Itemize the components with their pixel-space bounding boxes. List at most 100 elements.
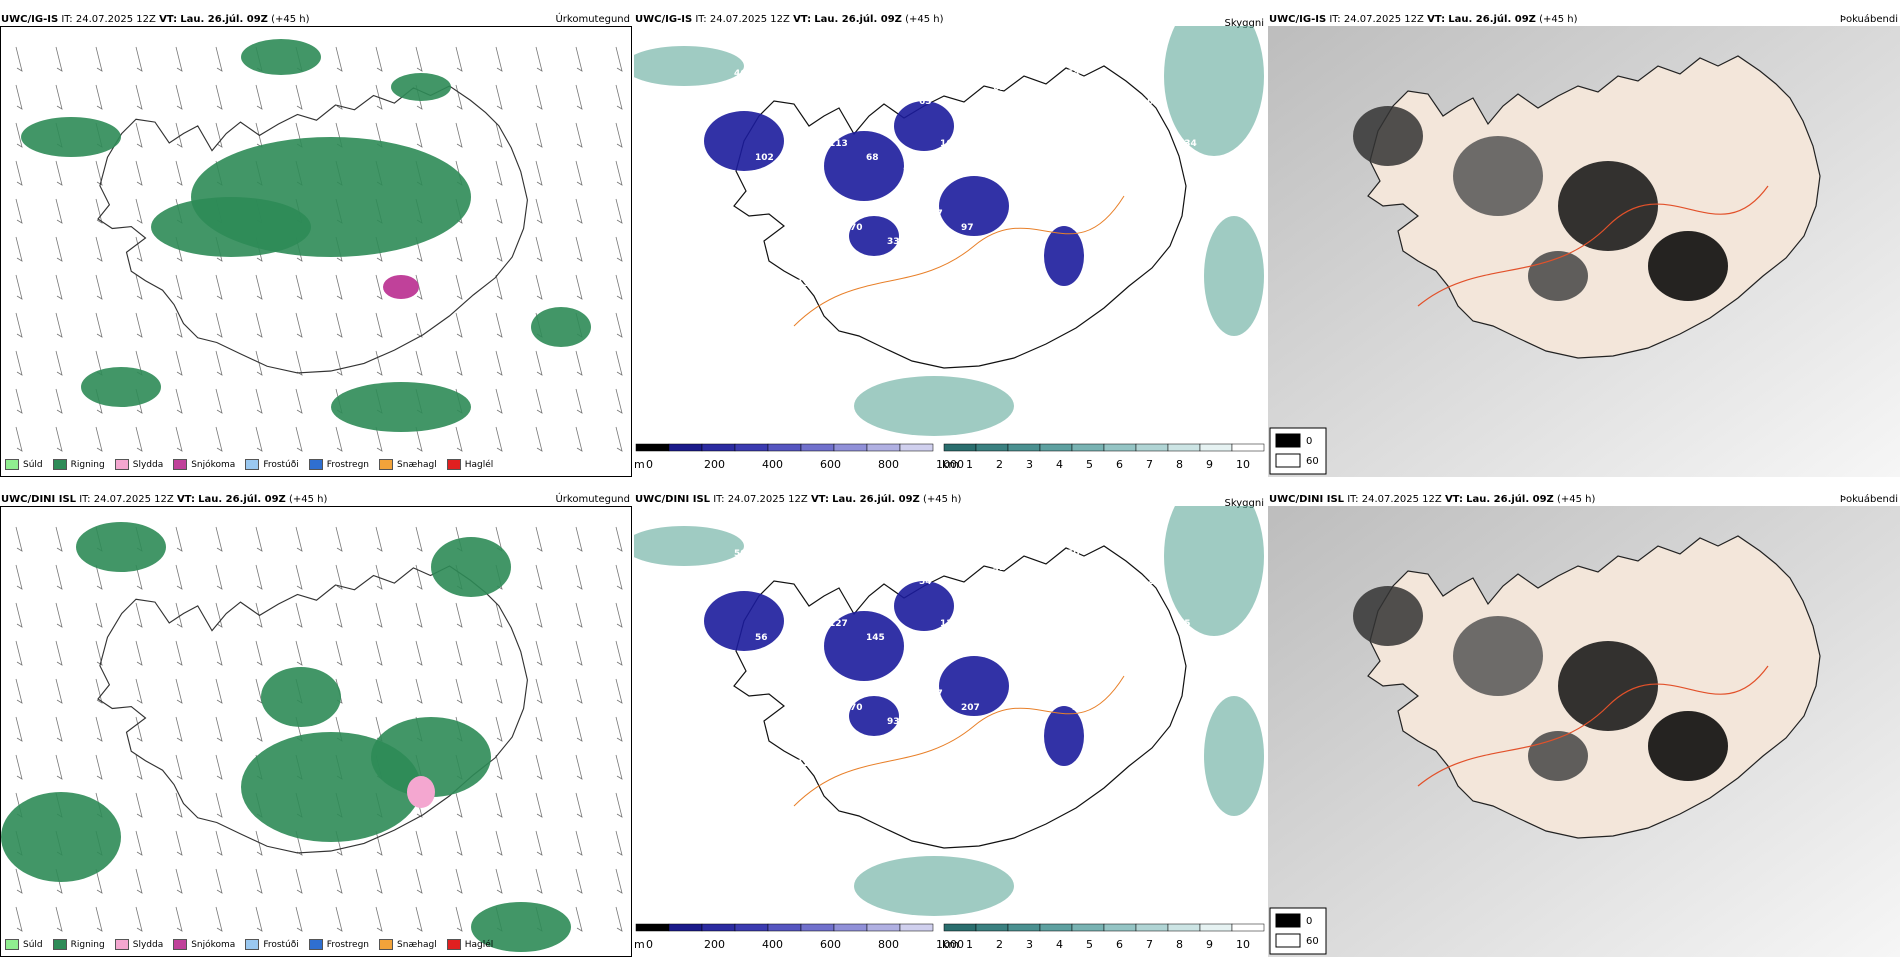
scale-unit: m <box>634 458 645 471</box>
fog-map: 0 60 <box>1268 506 1900 957</box>
legend-item: Frostregn <box>308 939 369 950</box>
cloud-base-label: 42 <box>993 563 1006 573</box>
scale-tick: 9 <box>1206 458 1213 471</box>
legend-swatch <box>5 939 19 950</box>
cloud-base-label: 65 <box>993 83 1006 93</box>
legend-label: Frostregn <box>326 459 370 470</box>
cloud-base-label: 100 <box>1141 97 1160 107</box>
cloud-base-label: 42 <box>813 209 826 219</box>
legend-label: Slydda <box>132 939 164 950</box>
legend-label: Frostúði <box>263 459 299 470</box>
legend-label: Rigning <box>70 939 105 950</box>
cloud-base-label: 25 <box>1146 759 1159 769</box>
cloud-base-label: 71 <box>956 69 969 79</box>
fog-map-svg: 0 60 <box>1268 506 1900 957</box>
legend-swatch <box>245 459 260 470</box>
cloud-base-label: 68 <box>866 153 879 163</box>
scale-tick: 600 <box>820 458 841 471</box>
cloud-base-label: 49 <box>771 563 784 573</box>
legend-item: Slydda <box>114 459 163 470</box>
cloud-map-svg: 5049534338544442605012712275562381271451… <box>634 506 1265 951</box>
cloud-base-label: 60 <box>1035 209 1048 219</box>
scale-tick: 200 <box>704 938 725 951</box>
legend-label: Rigning <box>70 459 105 470</box>
cloud-base-label: 198 <box>808 97 827 107</box>
panel-header: UWC/IG-IS IT: 24.07.2025 12Z VT: Lau. 26… <box>1269 14 1578 25</box>
scale-tick: 1 <box>966 938 973 951</box>
legend-label: Snjókoma <box>191 939 236 950</box>
fog-map-svg: 0 60 <box>1268 26 1900 477</box>
legend-label: Súld <box>23 459 43 470</box>
scale-tick: 10 <box>1236 458 1250 471</box>
scale-tick: 4 <box>1056 458 1063 471</box>
cloud-base-label: 197 <box>924 689 943 699</box>
cloud-base-label: 145 <box>866 633 885 643</box>
scale-unit: km <box>942 458 959 471</box>
scale-tick: 3 <box>1026 938 1033 951</box>
fog-legend-dark: 0 <box>1306 436 1312 447</box>
cloud-base-label: 43 <box>845 549 858 559</box>
legend-label: Snæhagl <box>397 939 437 950</box>
precip-map: Súld Rigning Slydda Snjókoma Frostúði Frostre… <box>0 506 632 957</box>
cloud-base-label: 133 <box>1183 293 1202 303</box>
legend-label: Haglél <box>464 459 494 470</box>
cloud-base-label: 35 <box>1125 167 1138 177</box>
cloud-base-label: 44 <box>1125 647 1138 657</box>
precip-panel-top: UWC/IG-IS IT: 24.07.2025 12Z VT: Lau. 26… <box>0 12 632 477</box>
precip-map-svg <box>1 522 623 952</box>
cloud-base-label: 70 <box>1014 167 1027 177</box>
cloud-base-label: 127 <box>829 619 848 629</box>
scale-tick: 1 <box>966 458 973 471</box>
cloud-base-label: 229 <box>903 167 922 177</box>
panel-title: Úrkomutegund <box>555 14 630 25</box>
legend-swatch <box>114 459 129 470</box>
legend-item: Snæhagl <box>379 939 437 950</box>
cloud-base-label: 109 <box>998 237 1017 247</box>
legend-label: Snæhagl <box>397 459 437 470</box>
legend-swatch <box>446 939 461 950</box>
scale-tick: 7 <box>1146 938 1153 951</box>
cloud-base-label: 134 <box>1178 139 1197 149</box>
cloud-base-label: 57 <box>882 83 895 93</box>
scale-tick: 3 <box>1026 458 1033 471</box>
cloud-base-label: 113 <box>829 139 848 149</box>
panel-title: Úrkomutegund <box>555 494 630 505</box>
cloud-base-label: 54 <box>1067 69 1080 79</box>
legend-item: Snæhagl <box>379 459 437 470</box>
panel-title: Skyggni <box>1224 498 1264 509</box>
scale-tick: 8 <box>1176 938 1183 951</box>
cloud-base-label: 50 <box>1067 549 1080 559</box>
precip-map-svg <box>15 39 623 452</box>
cloud-base-label: 46 <box>977 633 990 643</box>
cloud-base-label: 44 <box>956 549 969 559</box>
legend-item: Frostúði <box>245 459 299 470</box>
legend-item: Frostúði <box>245 939 299 950</box>
legend-swatch <box>52 939 67 950</box>
scale-tick: 5 <box>1086 938 1093 951</box>
cloud-base-label: 168 <box>940 139 959 149</box>
scale-tick: 800 <box>878 458 899 471</box>
cloud-base-label: 41 <box>1162 689 1175 699</box>
cloud-map: 46 189 198 64 57 63 71 65 45 54 111 100 134 102 103 113… <box>634 26 1266 477</box>
cloud-base-label: 50 <box>734 549 747 559</box>
panel-header: UWC/DINI ISL IT: 24.07.2025 12Z VT: Lau.… <box>635 494 962 505</box>
cloud-base-label: 70 <box>850 703 863 713</box>
scale-tick: 400 <box>762 458 783 471</box>
cloud-base-label: 60 <box>1051 139 1064 149</box>
cloud-base-label: 60 <box>1014 647 1027 657</box>
cloud-base-label: 185 <box>776 237 795 247</box>
cloud-base-label: 116 <box>739 703 758 713</box>
cloud-base-label: 46 <box>813 689 826 699</box>
cloud-base-label: 33 <box>887 237 900 247</box>
legend-item: Snjókoma <box>173 459 235 470</box>
scale-tick: 4 <box>1056 938 1063 951</box>
cloud-base-label: 29 <box>1109 717 1122 727</box>
scale-tick: 6 <box>1116 938 1123 951</box>
scale-tick: 0 <box>646 938 653 951</box>
fog-panel-top: UWC/IG-IS IT: 24.07.2025 12Z VT: Lau. 26… <box>1268 12 1900 477</box>
cloud-base-label: 49 <box>1088 633 1101 643</box>
scale-tick: 10 <box>1236 938 1250 951</box>
scale-unit: km <box>942 938 959 951</box>
cloud-panel-bottom: UWC/DINI ISL IT: 24.07.2025 12Z VT: Lau.… <box>634 492 1266 957</box>
legend-swatch <box>379 939 394 950</box>
